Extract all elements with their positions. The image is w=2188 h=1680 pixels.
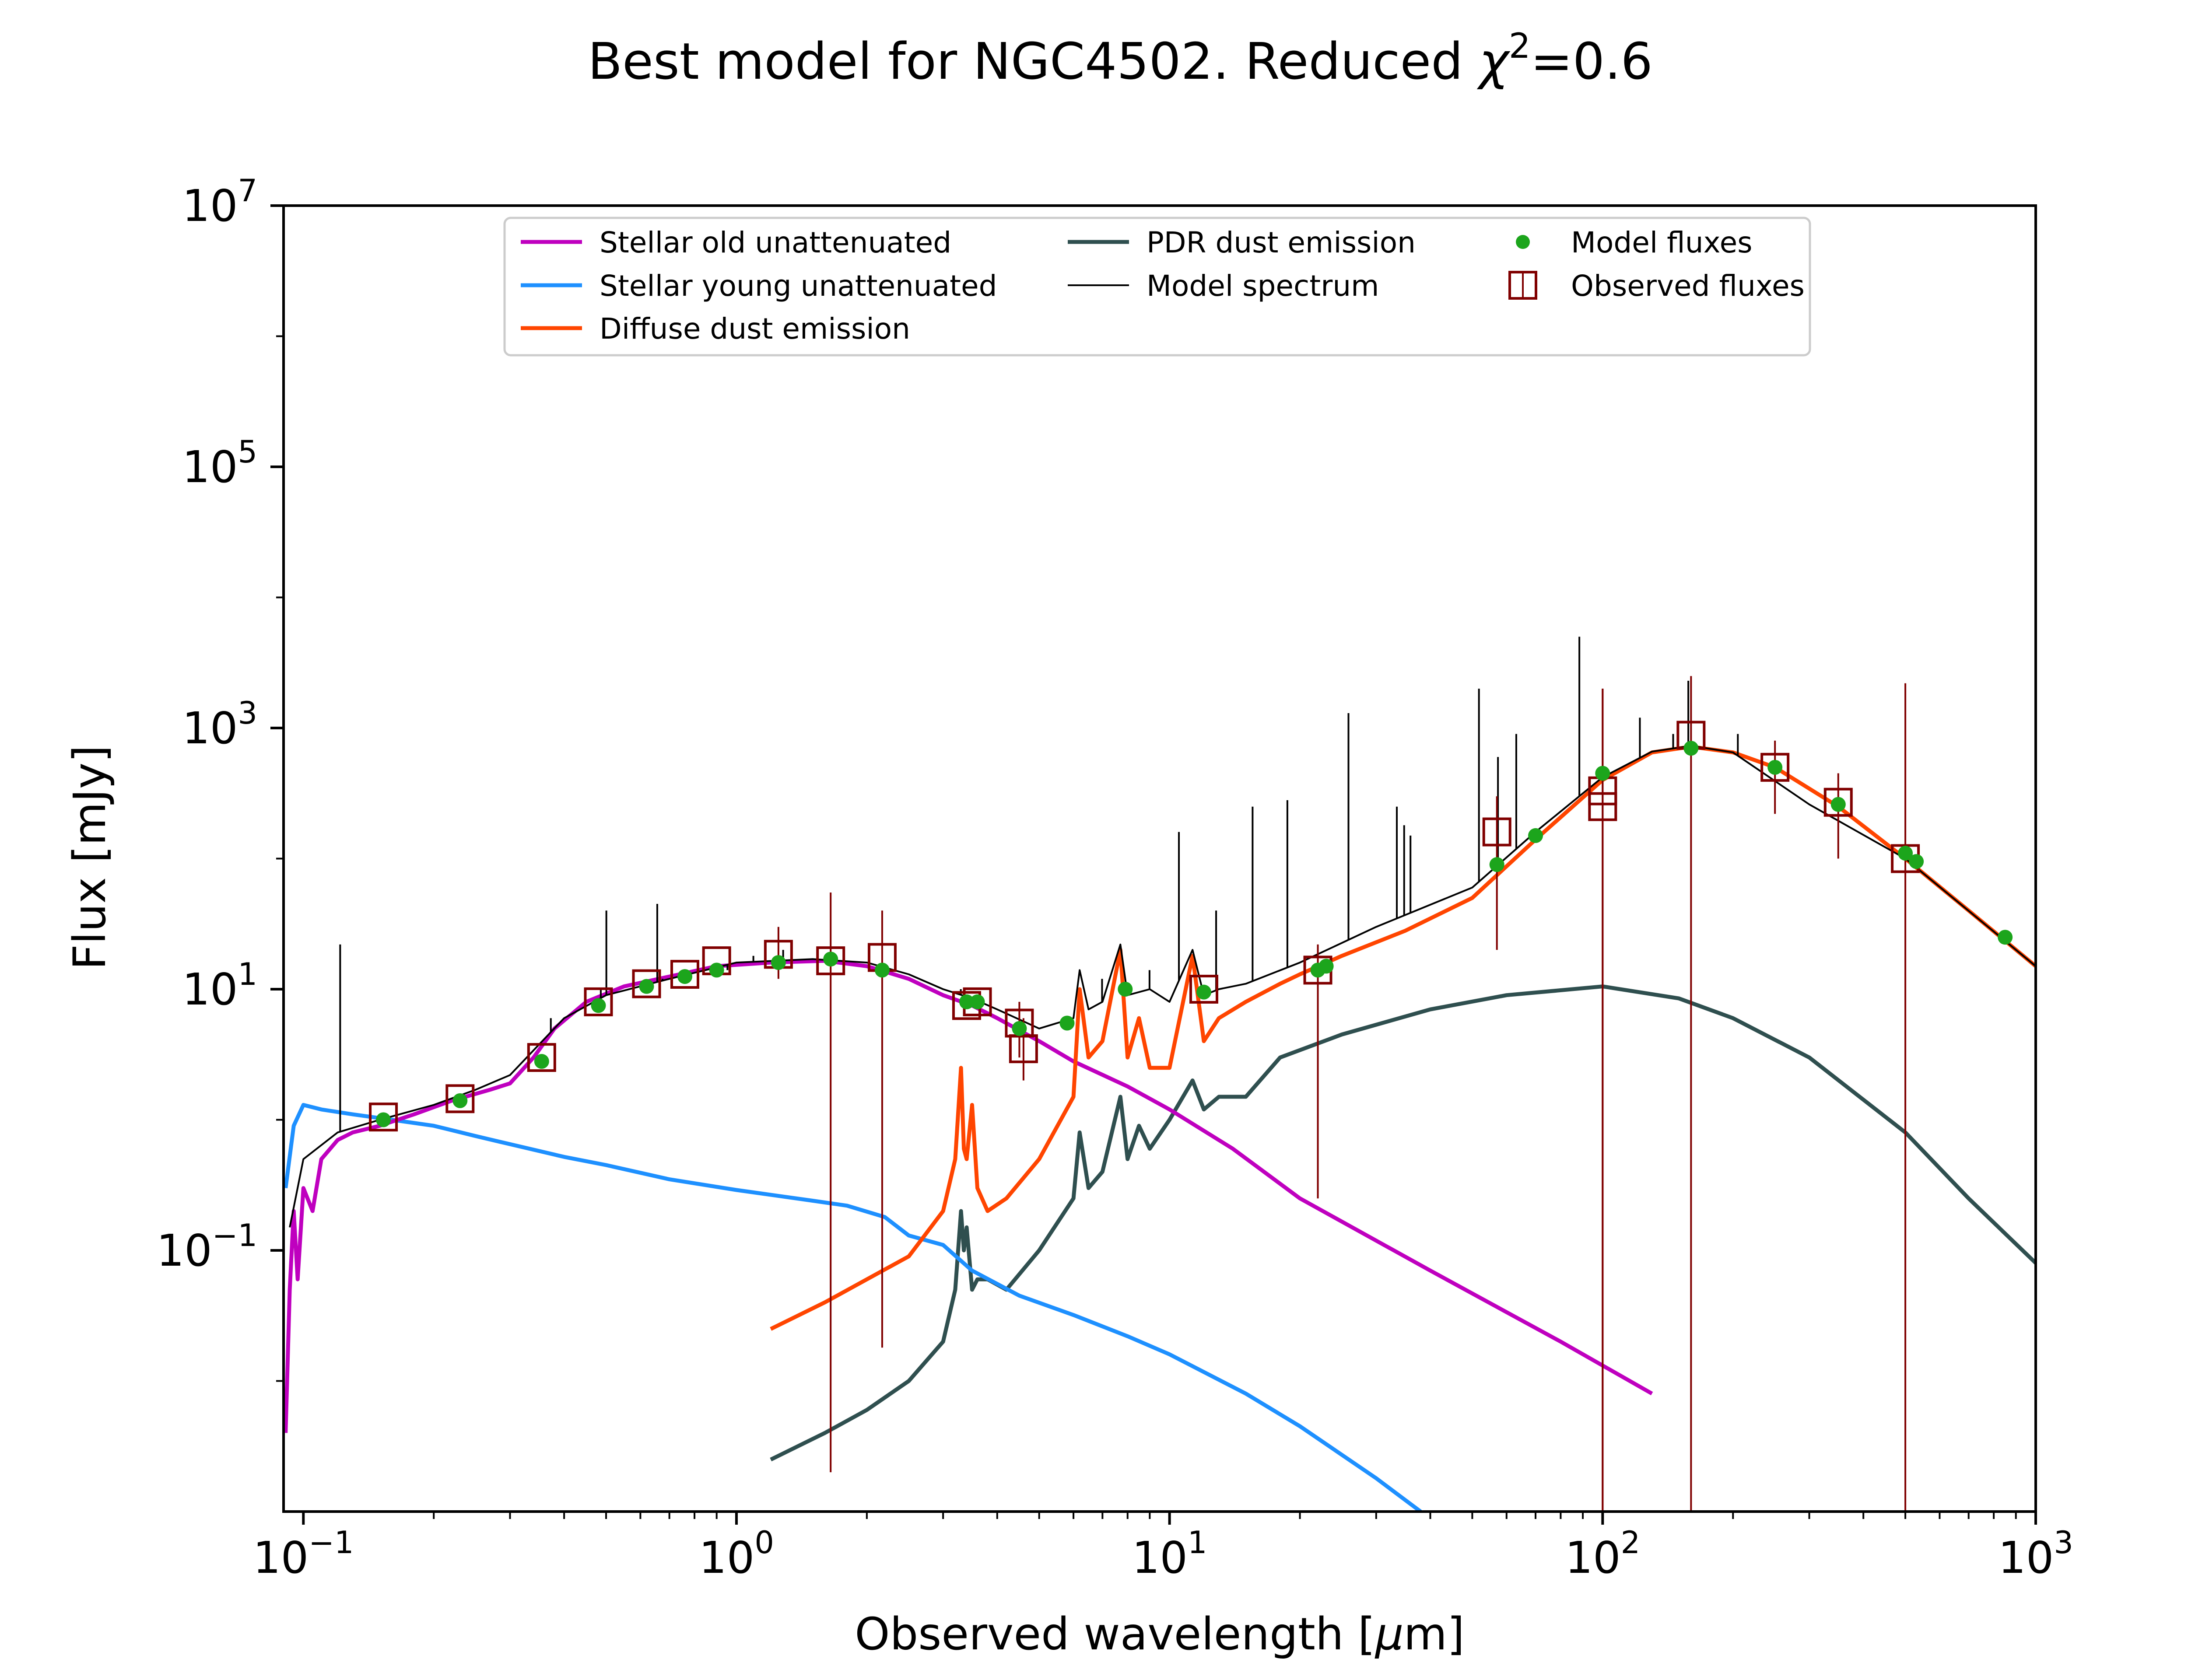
chart-title: Best model for NGC4502. Reduced χ2=0.6: [588, 27, 1653, 91]
data-layer: [284, 637, 2036, 1512]
observed-flux-point: [1009, 1034, 1038, 1064]
x-axis-label: Observed wavelength [μm]: [855, 1608, 1465, 1660]
model-flux-point: [959, 994, 974, 1009]
observed-flux-point: [1823, 788, 1853, 817]
model-flux-point: [1489, 857, 1504, 872]
y-tick-label: 105: [182, 434, 257, 493]
model-flux-point: [591, 998, 606, 1013]
model-flux-point: [1767, 760, 1783, 775]
observed-flux-point: [816, 946, 845, 976]
legend-label-stellar-young-unattenuated: Stellar young unattenuated: [600, 269, 997, 303]
model-flux-point: [1998, 930, 2013, 945]
model-flux-point: [534, 1054, 549, 1069]
y-tick-label: 107: [182, 173, 257, 231]
legend-label-diffuse-dust-emission: Diffuse dust emission: [600, 312, 910, 346]
observed-flux-point: [527, 1043, 556, 1072]
model-flux-point: [1012, 1021, 1027, 1036]
y-tick-label: 101: [182, 956, 257, 1015]
model-flux-point: [1683, 741, 1699, 756]
observed-flux-point: [670, 959, 700, 989]
x-tick-label: 100: [699, 1525, 774, 1583]
series-line-model-spectrum: [289, 745, 2036, 1228]
model-flux-point: [823, 952, 838, 967]
model-flux-point: [1830, 797, 1846, 812]
model-flux-point: [970, 994, 985, 1009]
observed-flux-point: [1189, 975, 1219, 1004]
plot-area: [284, 637, 2036, 1512]
observed-flux-point: [1760, 752, 1790, 782]
series-line-pdr-dust-emission: [770, 984, 2036, 1462]
y-tick-label: 10−1: [157, 1218, 257, 1276]
legend-label-model-spectrum: Model spectrum: [1147, 269, 1379, 303]
legend-box: [503, 217, 1811, 357]
legend-key-model-fluxes: [1516, 235, 1530, 249]
model-flux-point: [1528, 828, 1543, 843]
y-tick-label: 103: [182, 695, 257, 754]
x-tick-label: 10−1: [253, 1525, 354, 1583]
observed-flux-point: [1482, 817, 1511, 847]
ticks-layer: 10−1 100 101 102 103 10−1 101 103 105 107: [157, 173, 2073, 1583]
series-line-stellar-young-unattenuated: [284, 1103, 1422, 1512]
observed-flux-point: [584, 987, 613, 1016]
model-flux-point: [1909, 854, 1924, 869]
legend-label-observed-fluxes: Observed fluxes: [1571, 269, 1805, 303]
model-flux-point: [1196, 984, 1212, 1000]
model-flux-point: [677, 969, 693, 984]
model-flux-point: [1118, 982, 1133, 997]
model-flux-point: [639, 979, 654, 994]
x-tick-label: 103: [1998, 1525, 2073, 1583]
x-tick-label: 101: [1132, 1525, 1207, 1583]
model-flux-point: [709, 962, 724, 978]
x-tick-label: 102: [1565, 1525, 1640, 1583]
model-flux-point: [874, 962, 890, 978]
legend-label-model-fluxes: Model fluxes: [1571, 226, 1753, 259]
model-flux-point: [1059, 1015, 1075, 1031]
legend: Stellar old unattenuated Stellar young un…: [503, 217, 1811, 357]
model-flux-point: [1595, 766, 1610, 781]
observed-flux-point: [632, 969, 661, 998]
model-flux-point: [1898, 846, 1913, 861]
observed-flux-point: [445, 1084, 475, 1113]
model-flux-point: [771, 955, 786, 970]
legend-label-stellar-old-unattenuated: Stellar old unattenuated: [600, 226, 951, 259]
y-axis-label: Flux [mJy]: [64, 745, 116, 970]
model-flux-point: [376, 1112, 391, 1127]
model-flux-point: [1318, 959, 1334, 974]
observed-flux-point: [369, 1102, 398, 1132]
model-flux-point: [452, 1093, 468, 1108]
legend-label-pdr-dust-emission: PDR dust emission: [1147, 226, 1416, 259]
